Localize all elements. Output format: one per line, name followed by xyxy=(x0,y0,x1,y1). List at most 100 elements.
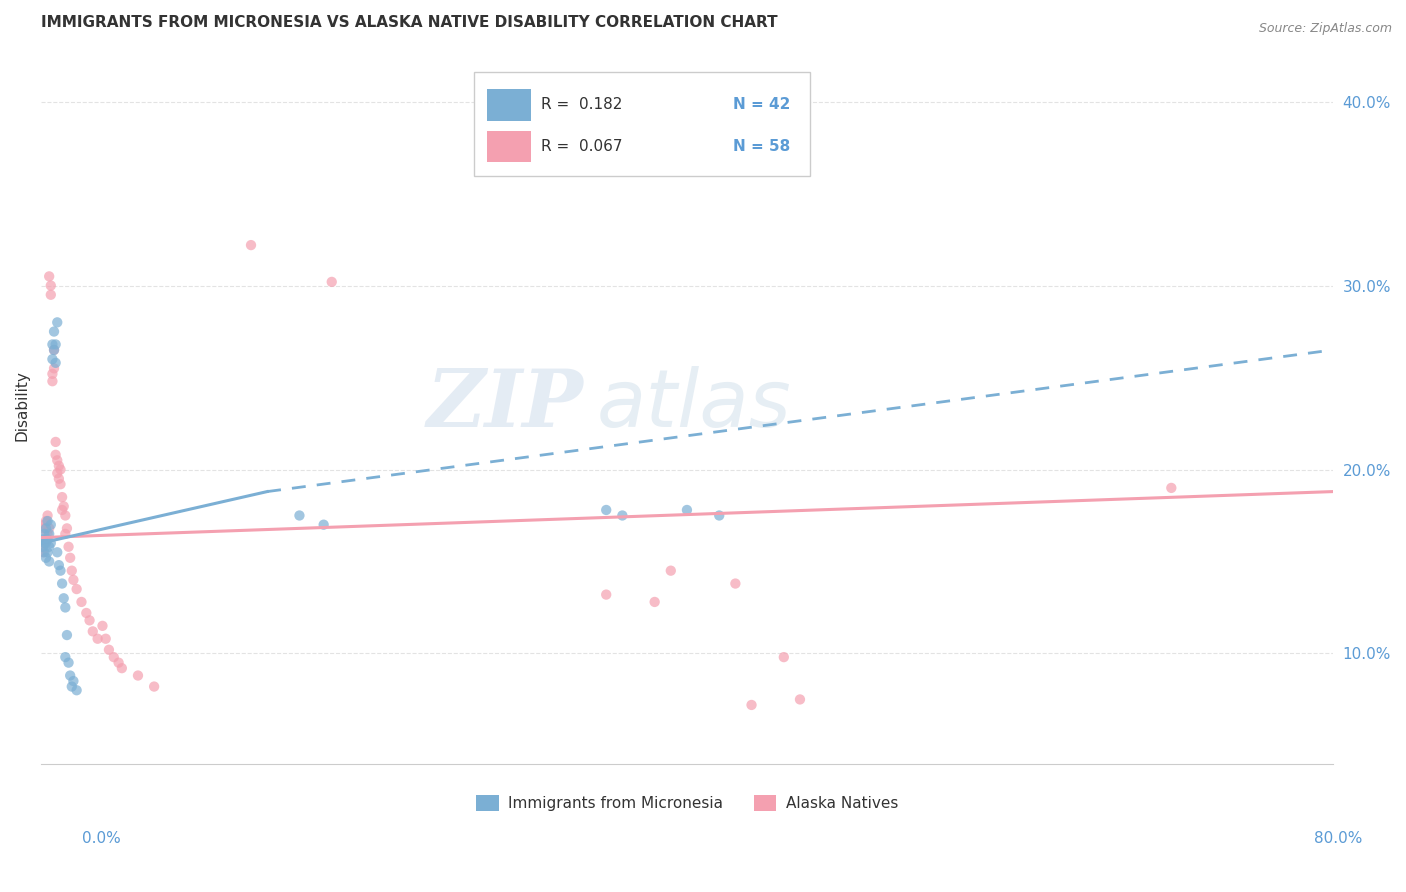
Point xyxy=(709,508,731,523)
Point xyxy=(51,490,73,504)
Point xyxy=(34,527,56,541)
Point xyxy=(48,472,70,486)
Point xyxy=(37,527,59,541)
Point xyxy=(288,508,311,523)
Text: Source: ZipAtlas.com: Source: ZipAtlas.com xyxy=(1258,22,1392,36)
Point xyxy=(312,517,335,532)
Point xyxy=(741,698,763,712)
Point xyxy=(34,536,56,550)
Point xyxy=(39,517,62,532)
Legend: Immigrants from Micronesia, Alaska Natives: Immigrants from Micronesia, Alaska Nativ… xyxy=(470,789,904,817)
Point xyxy=(48,558,70,573)
Point xyxy=(1160,481,1182,495)
Point xyxy=(34,536,56,550)
Point xyxy=(772,650,794,665)
Point xyxy=(42,325,65,339)
Point xyxy=(53,650,76,665)
Point xyxy=(39,287,62,301)
Point xyxy=(41,367,63,381)
Point xyxy=(66,683,89,698)
Point xyxy=(31,521,53,535)
Point xyxy=(127,668,149,682)
Point xyxy=(56,521,79,535)
Point xyxy=(111,661,134,675)
FancyBboxPatch shape xyxy=(486,89,530,120)
Point xyxy=(53,527,76,541)
Point xyxy=(39,536,62,550)
Point xyxy=(37,545,59,559)
Point xyxy=(35,514,58,528)
Point xyxy=(42,343,65,357)
Point xyxy=(35,536,58,550)
Point xyxy=(37,514,59,528)
Text: IMMIGRANTS FROM MICRONESIA VS ALASKA NATIVE DISABILITY CORRELATION CHART: IMMIGRANTS FROM MICRONESIA VS ALASKA NAT… xyxy=(41,15,778,30)
Point xyxy=(143,680,166,694)
Point xyxy=(46,315,69,329)
Point xyxy=(107,656,129,670)
Point xyxy=(37,533,59,547)
Text: N = 58: N = 58 xyxy=(733,139,790,154)
Point xyxy=(46,466,69,480)
Text: ZIP: ZIP xyxy=(427,367,583,444)
Point xyxy=(58,540,80,554)
Point xyxy=(39,278,62,293)
Point xyxy=(37,508,59,523)
Point xyxy=(35,550,58,565)
Point xyxy=(59,550,82,565)
FancyBboxPatch shape xyxy=(486,130,530,162)
Point xyxy=(724,576,747,591)
Point xyxy=(38,527,60,541)
Point xyxy=(38,540,60,554)
Text: atlas: atlas xyxy=(596,366,792,444)
Y-axis label: Disability: Disability xyxy=(15,369,30,441)
Point xyxy=(52,500,75,514)
Point xyxy=(60,680,83,694)
Point xyxy=(91,619,114,633)
Point xyxy=(41,352,63,367)
Point xyxy=(82,624,104,639)
Point xyxy=(321,275,343,289)
Point xyxy=(45,448,67,462)
Text: 0.0%: 0.0% xyxy=(82,831,121,846)
Point xyxy=(659,564,682,578)
Point xyxy=(676,503,699,517)
Point xyxy=(31,540,53,554)
Point xyxy=(60,564,83,578)
Point xyxy=(75,606,97,620)
Text: N = 42: N = 42 xyxy=(733,97,790,112)
Point xyxy=(612,508,634,523)
Point xyxy=(45,356,67,370)
Point xyxy=(38,554,60,568)
Text: R =  0.182: R = 0.182 xyxy=(541,97,623,112)
Point xyxy=(49,462,72,476)
Point xyxy=(53,508,76,523)
Point xyxy=(45,434,67,449)
Point xyxy=(31,533,53,547)
Point xyxy=(53,600,76,615)
FancyBboxPatch shape xyxy=(474,71,810,176)
Point xyxy=(595,588,617,602)
Point xyxy=(70,595,93,609)
Point xyxy=(62,674,84,689)
Point xyxy=(49,564,72,578)
Point xyxy=(42,361,65,376)
Point xyxy=(52,591,75,606)
Point xyxy=(86,632,108,646)
Point xyxy=(49,477,72,491)
Point xyxy=(34,517,56,532)
Point xyxy=(35,533,58,547)
Point xyxy=(644,595,666,609)
Point xyxy=(46,453,69,467)
Point xyxy=(38,521,60,535)
Point xyxy=(51,503,73,517)
Point xyxy=(94,632,117,646)
Point xyxy=(59,668,82,682)
Text: R =  0.067: R = 0.067 xyxy=(541,139,623,154)
Point xyxy=(97,642,120,657)
Point xyxy=(240,238,263,252)
Text: 80.0%: 80.0% xyxy=(1315,831,1362,846)
Point xyxy=(66,582,89,596)
Point xyxy=(46,545,69,559)
Point xyxy=(56,628,79,642)
Point xyxy=(41,374,63,388)
